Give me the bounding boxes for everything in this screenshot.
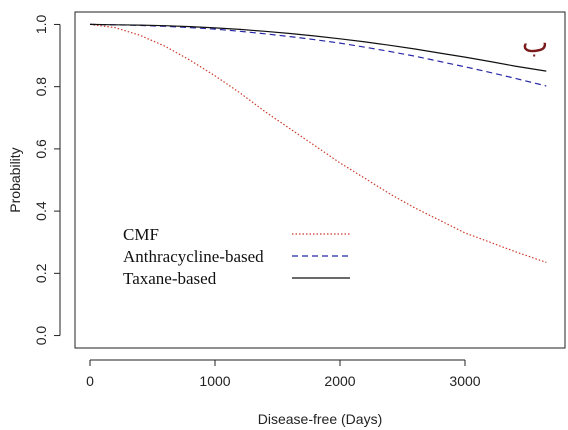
legend-label-taxane-based: Taxane-based: [123, 269, 217, 288]
y-tick-label: 0.4: [33, 201, 49, 221]
x-tick-label: 0: [86, 373, 94, 389]
y-tick-label: 0.2: [33, 263, 49, 283]
x-axis-label: Disease-free (Days): [258, 411, 382, 427]
series-line-taxane-based: [89, 23, 547, 72]
legend: CMF Anthracycline-based Taxane-based: [123, 225, 350, 288]
plot-frame: [74, 11, 566, 349]
legend-label-anthracycline-based: Anthracycline-based: [123, 247, 264, 266]
y-tick-label: 0.6: [33, 139, 49, 159]
y-tick-label: 0.0: [33, 326, 49, 346]
series-line-anthracycline-based: [89, 23, 547, 87]
series-lines: [89, 23, 547, 263]
legend-label-cmf: CMF: [123, 225, 159, 244]
x-tick-label: 3000: [449, 373, 480, 389]
y-tick-label: 0.8: [33, 77, 49, 97]
x-tick-label: 1000: [199, 373, 230, 389]
corner-label: ب: [522, 26, 548, 59]
y-axis: 0.0 0.2 0.4 0.6 0.8 1.0: [33, 15, 61, 346]
y-axis-label: Probability: [7, 147, 23, 212]
y-tick-label: 1.0: [33, 15, 49, 35]
x-axis: 0 1000 2000 3000: [86, 359, 481, 389]
x-tick-label: 2000: [324, 373, 355, 389]
